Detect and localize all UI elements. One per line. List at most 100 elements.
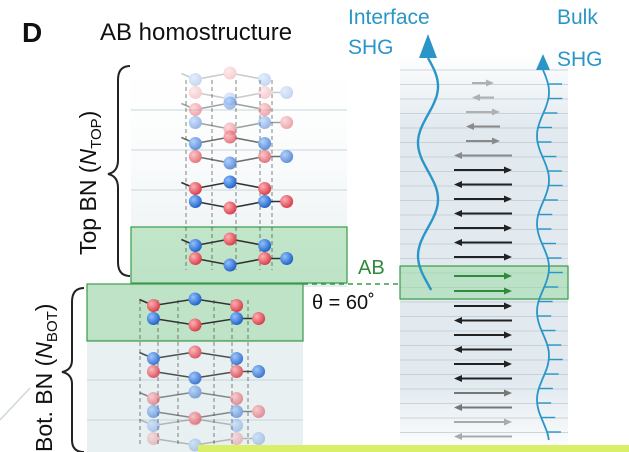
boron-atom (188, 150, 202, 163)
nitrogen-atom (252, 365, 266, 378)
lattice-layer (139, 345, 266, 385)
boron-atom (146, 299, 160, 312)
nitrogen-atom (258, 116, 272, 129)
bond (153, 351, 196, 360)
bond (153, 298, 196, 307)
dipole-arrow (454, 239, 512, 246)
nitrogen-atom (230, 312, 244, 325)
dipole-arrow (472, 94, 494, 101)
boron-atom (230, 392, 244, 405)
boron-atom (188, 318, 202, 332)
boron-atom (188, 182, 202, 195)
dipole-arrow-head (504, 287, 512, 295)
dipole-arrow-head (504, 360, 512, 368)
bulk-shg-label-line1: Bulk (557, 6, 598, 29)
bond (153, 410, 196, 419)
dipole-arrow (454, 404, 512, 411)
dipole-arrow (466, 108, 500, 116)
dipole-arrow-head (454, 210, 462, 217)
nitrogen-atom (188, 292, 202, 306)
nitrogen-atom (146, 405, 160, 418)
boron-atom (223, 130, 237, 144)
dipole-arrow (454, 181, 512, 188)
boron-atom (188, 412, 202, 426)
nitrogen-atom (258, 195, 272, 208)
dipole-arrow (454, 210, 512, 217)
lattice-layer (181, 130, 294, 170)
panel-letter: D (22, 17, 42, 48)
dipole-arrow-head (454, 375, 462, 382)
boron-atom (188, 252, 202, 265)
nitrogen-atom (188, 137, 202, 150)
bottom-bn-label: Bot. BN (NBOT) (31, 304, 61, 452)
bond (153, 317, 196, 326)
interface-shg-label-line2: SHG (348, 36, 394, 59)
dipole-arrow-head (504, 224, 512, 232)
boron-atom (223, 232, 237, 246)
boron-atom (146, 365, 160, 378)
dipole-arrow (454, 346, 512, 353)
dipole-arrow-head (504, 195, 512, 203)
dipole-arrow-head (504, 166, 512, 174)
lattice-layer (181, 175, 294, 215)
dipole-arrow (454, 331, 512, 339)
yellow-callout-edge (198, 445, 629, 452)
atomic-lattice (139, 66, 294, 452)
dipole-arrow (454, 418, 512, 426)
bulk-arrow-icon (536, 54, 550, 70)
boron-atom (188, 103, 202, 116)
dipole-arrow-head (504, 418, 512, 426)
dipole-arrow (454, 287, 512, 295)
boron-atom (188, 86, 202, 99)
panel-title: AB homostructure (100, 19, 292, 46)
boron-atom (223, 66, 237, 80)
lattice-layer (139, 292, 266, 332)
nitrogen-atom (223, 156, 237, 170)
angle-label: θ = 60˚ (312, 292, 375, 314)
dipole-arrow-head (454, 152, 462, 159)
dipole-arrow (454, 272, 512, 280)
nitrogen-atom (230, 405, 244, 418)
dipole-arrow-head (472, 94, 480, 101)
boron-atom (258, 182, 272, 195)
boron-atom (252, 405, 266, 418)
boron-atom (280, 116, 294, 129)
boron-atom (230, 299, 244, 312)
boron-atom (258, 150, 272, 163)
nitrogen-atom (223, 175, 237, 189)
lattice-layer (181, 232, 294, 272)
dipole-arrow (454, 152, 512, 159)
dipole-arrow-head (454, 433, 462, 440)
decor-diagonal-line (0, 387, 31, 421)
nitrogen-atom (188, 371, 202, 385)
dipole-arrow (454, 195, 512, 203)
boron-atom (252, 312, 266, 325)
bond (194, 298, 237, 307)
nitrogen-atom (146, 312, 160, 325)
dipole-arrow-head (504, 253, 512, 261)
bond (194, 410, 237, 419)
lattice-layer (181, 66, 294, 106)
dipole-arrow-head (454, 239, 462, 246)
dipole-arrow (454, 389, 512, 397)
dipole-arrow (454, 166, 512, 174)
nitrogen-atom (258, 239, 272, 252)
lattice-layer (139, 412, 266, 452)
dipole-arrow-head (492, 108, 500, 116)
nitrogen-atom (146, 352, 160, 365)
boron-atom (146, 392, 160, 405)
dipole-arrow-head (504, 272, 512, 280)
dipole-arrow (454, 360, 512, 368)
bond (153, 437, 196, 446)
interface-shg-wave (416, 57, 440, 291)
nitrogen-atom (258, 137, 272, 150)
bond (194, 437, 237, 446)
bond (194, 317, 237, 326)
bond (153, 418, 196, 427)
dipole-arrow (454, 302, 512, 310)
interface-shg-label-line1: Interface (348, 6, 430, 29)
dipole-arrow-head (504, 302, 512, 310)
dipole-arrow (466, 137, 500, 145)
boron-atom (280, 195, 294, 208)
dipole-arrow (454, 375, 512, 382)
